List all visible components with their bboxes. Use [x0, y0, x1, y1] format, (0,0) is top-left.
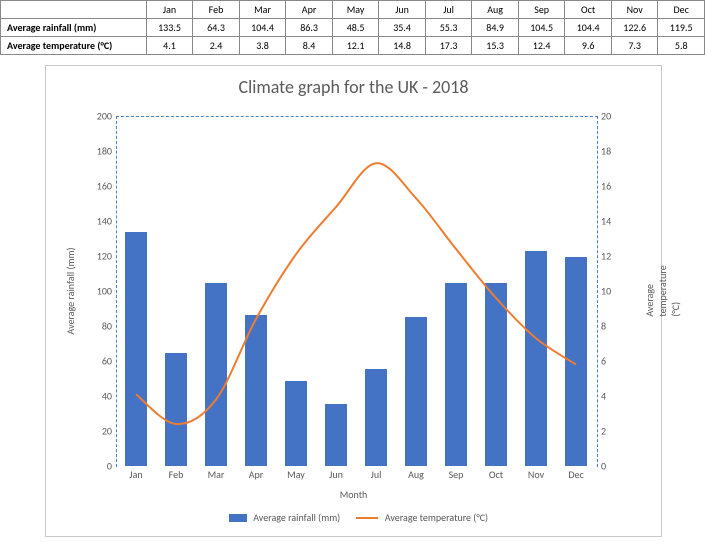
cell[interactable]: 35.4: [379, 19, 426, 37]
cell[interactable]: 12.4: [518, 37, 565, 55]
x-axis: JanFebMarAprMayJunJulAugSepOctNovDec: [116, 468, 596, 484]
cell[interactable]: 15.3: [472, 37, 519, 55]
cell[interactable]: 17.3: [425, 37, 472, 55]
legend-line-label: Average temperature (°C): [385, 511, 488, 524]
cell[interactable]: 48.5: [332, 19, 379, 37]
cell[interactable]: 7.3: [611, 37, 658, 55]
x-axis-label: Month: [46, 488, 661, 501]
cell[interactable]: 14.8: [379, 37, 426, 55]
legend-bar-swatch: [229, 514, 247, 522]
cell[interactable]: 8.4: [286, 37, 333, 55]
line-series: [116, 116, 596, 466]
col-header: May: [332, 1, 379, 19]
y-axis-right: 02468101214161820: [601, 116, 629, 466]
climate-chart[interactable]: Climate graph for the UK - 2018 02040608…: [45, 65, 662, 537]
cell[interactable]: 64.3: [193, 19, 240, 37]
col-header: Apr: [286, 1, 333, 19]
row-header: Average rainfall (mm): [1, 19, 147, 37]
legend-bar-label: Average rainfall (mm): [253, 511, 340, 524]
cell[interactable]: 104.4: [239, 19, 286, 37]
cell[interactable]: 104.5: [518, 19, 565, 37]
col-header: Sep: [518, 1, 565, 19]
cell[interactable]: 12.1: [332, 37, 379, 55]
cell[interactable]: 3.8: [239, 37, 286, 55]
row-header: Average temperature (°C): [1, 37, 147, 55]
cell[interactable]: 104.4: [565, 19, 612, 37]
table-header-row: Jan Feb Mar Apr May Jun Jul Aug Sep Oct …: [1, 1, 705, 19]
col-header: Feb: [193, 1, 240, 19]
cell[interactable]: 9.6: [565, 37, 612, 55]
cell[interactable]: 122.6: [611, 19, 658, 37]
col-header: Jun: [379, 1, 426, 19]
col-header: Nov: [611, 1, 658, 19]
cell[interactable]: 2.4: [193, 37, 240, 55]
table-row: Average rainfall (mm) 133.5 64.3 104.4 8…: [1, 19, 705, 37]
cell[interactable]: 86.3: [286, 19, 333, 37]
data-table[interactable]: Jan Feb Mar Apr May Jun Jul Aug Sep Oct …: [0, 0, 705, 55]
y1-axis-label: Average rainfall (mm): [64, 247, 77, 334]
y-axis-left: 020406080100120140160180200: [84, 116, 112, 466]
cell[interactable]: 55.3: [425, 19, 472, 37]
col-header: Jan: [146, 1, 193, 19]
col-header: Oct: [565, 1, 612, 19]
chart-legend: Average rainfall (mm) Average temperatur…: [46, 511, 661, 524]
cell[interactable]: 5.8: [658, 37, 705, 55]
col-header: Jul: [425, 1, 472, 19]
cell[interactable]: 84.9: [472, 19, 519, 37]
col-header: Aug: [472, 1, 519, 19]
corner-cell: [1, 1, 147, 19]
legend-line-swatch: [356, 517, 378, 519]
cell[interactable]: 119.5: [658, 19, 705, 37]
col-header: Dec: [658, 1, 705, 19]
cell[interactable]: 133.5: [146, 19, 193, 37]
chart-title: Climate graph for the UK - 2018: [46, 76, 661, 98]
cell[interactable]: 4.1: [146, 37, 193, 55]
table-row: Average temperature (°C) 4.1 2.4 3.8 8.4…: [1, 37, 705, 55]
col-header: Mar: [239, 1, 286, 19]
y2-axis-label: Average temperature (°C): [643, 265, 682, 316]
